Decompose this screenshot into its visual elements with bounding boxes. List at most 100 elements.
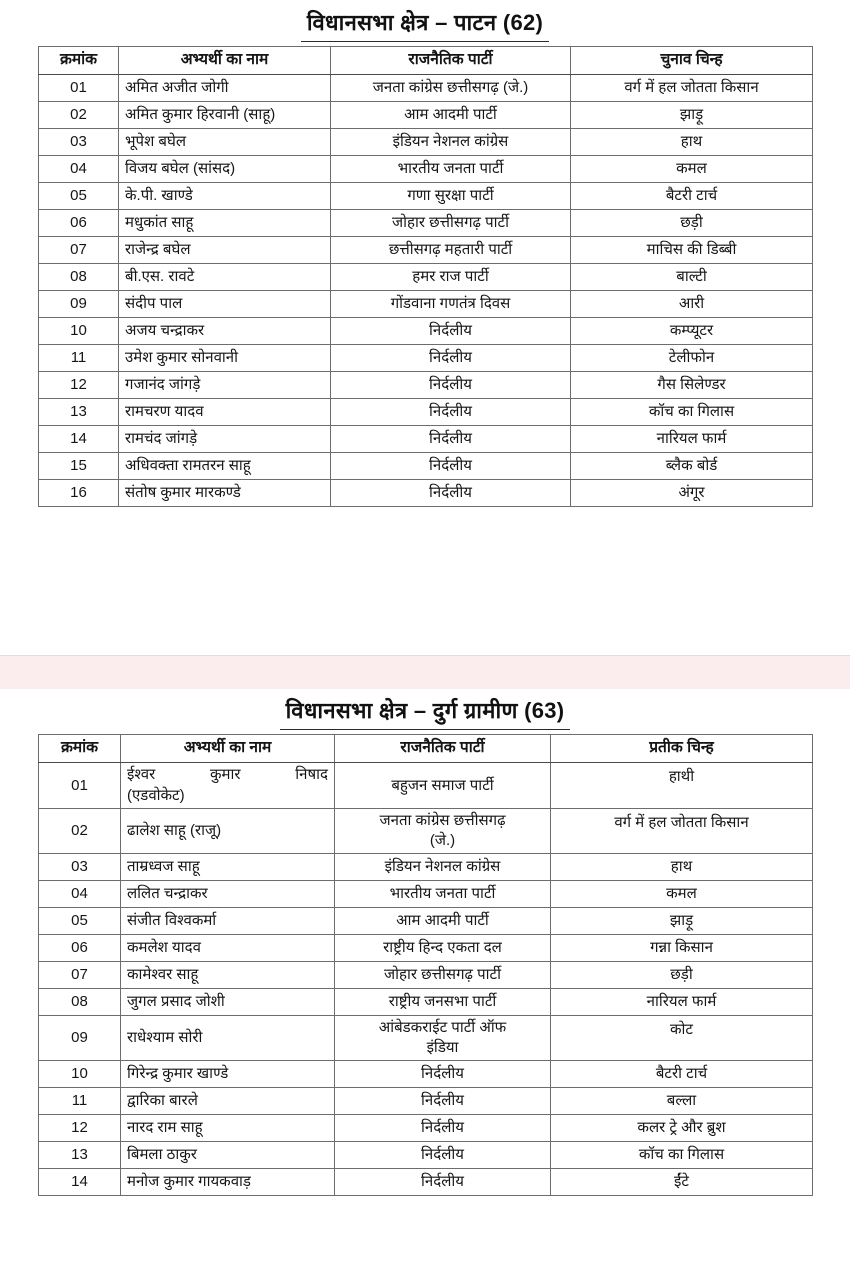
cell-election-symbol: बैटरी टार्च [570,182,813,211]
cell-candidate-name: रामचरण यादव [118,398,331,427]
table-row: 06 कमलेश यादव राष्ट्रीय हिन्द एकता दल गन्ना… [38,933,813,962]
table-row: 03 भूपेश बघेल इंडियन नेशनल कांग्रेस हाथ [38,128,813,157]
cell-candidate-name: राजेन्द्र बघेल [118,236,331,265]
candidate-name-line2: (एडवोकेट) [127,786,185,804]
cell-political-party: निर्दलीय [330,317,571,346]
cell-candidate-name: विजय बघेल (सांसद) [118,155,331,184]
cell-election-symbol: माचिस की डिब्बी [570,236,813,265]
cell-election-symbol: गन्ना किसान [550,933,813,962]
cell-political-party: निर्दलीय [330,452,571,481]
cell-election-symbol: कम्प्यूटर [570,317,813,346]
table-row: 05 संजीत विश्वकर्मा आम आदमी पार्टी झाड़ू [38,906,813,935]
table-row: 14 रामचंद जांगड़े निर्दलीय नारियल फार्म [38,425,813,454]
cell-sno: 15 [38,452,119,481]
cell-election-symbol: कमल [550,879,813,908]
table-row: 09 राधेश्याम सोरी आंबेडकराईट पार्टी ऑफ इंडि… [38,1014,813,1062]
column-header-symbol: प्रतीक चिन्ह [550,733,813,764]
column-header-party: राजनैतिक पार्टी [334,733,551,764]
cell-sno: 03 [38,852,121,881]
cell-candidate-name: मधुकांत साहू [118,209,331,238]
cell-sno: 14 [38,425,119,454]
cell-sno: 05 [38,906,121,935]
cell-election-symbol: गैस सिलेण्डर [570,371,813,400]
section-title-text: विधानसभा क्षेत्र – दुर्ग ग्रामीण (63) [279,696,571,730]
party-line1: जनता कांग्रेस छत्तीसगढ़ [379,811,506,829]
cell-election-symbol: हाथ [570,128,813,157]
cell-candidate-name: ईश्वर कुमार निषाद (एडवोकेट) [120,762,335,809]
cell-candidate-name: गिरेन्द्र कुमार खाण्डे [120,1060,335,1089]
cell-sno: 11 [38,344,119,373]
cell-election-symbol: झाड़ू [550,906,813,935]
table-row: 15 अधिवक्ता रामतरन साहू निर्दलीय ब्लैक बोर्… [38,452,813,481]
cell-sno: 02 [38,807,121,854]
cell-election-symbol: आरी [570,290,813,319]
table-row: 12 नारद राम साहू निर्दलीय कलर ट्रे और ब्रुश [38,1114,813,1143]
cell-sno: 14 [38,1168,121,1197]
table-row: 11 द्वारिका बारले निर्दलीय बल्ला [38,1087,813,1116]
table-row: 14 मनोज कुमार गायकवाड़ निर्दलीय ईंटे [38,1168,813,1197]
cell-candidate-name: राधेश्याम सोरी [120,1014,335,1062]
table-row: 13 बिमला ठाकुर निर्दलीय कॉच का गिलास [38,1141,813,1170]
cell-political-party: निर्दलीय [330,425,571,454]
table-row: 01 ईश्वर कुमार निषाद (एडवोकेट) बहुजन समाज प… [38,762,813,809]
cell-political-party: भारतीय जनता पार्टी [330,155,571,184]
table-header-row: क्रमांक अभ्यर्थी का नाम राजनैतिक पार्टी … [38,45,813,76]
cell-sno: 06 [38,933,121,962]
section-divider-band [0,655,850,689]
table-row: 03 ताम्रध्वज साहू इंडियन नेशनल कांग्रेस हाथ [38,852,813,881]
cell-election-symbol: कॉच का गिलास [570,398,813,427]
cell-political-party: जनता कांग्रेस छत्तीसगढ़ (जे.) [334,807,551,854]
cell-political-party: छत्तीसगढ़ महतारी पार्टी [330,236,571,265]
cell-political-party: जोहार छत्तीसगढ़ पार्टी [330,209,571,238]
cell-political-party: आम आदमी पार्टी [330,101,571,130]
constituency-section-patan: विधानसभा क्षेत्र – पाटन (62) क्रमांक अभ्… [0,0,850,508]
cell-candidate-name: संजीत विश्वकर्मा [120,906,335,935]
cell-election-symbol: कमल [570,155,813,184]
cell-sno: 08 [38,263,119,292]
cell-election-symbol: नारियल फार्म [550,987,813,1016]
cell-election-symbol: कॉच का गिलास [550,1141,813,1170]
table-row: 04 विजय बघेल (सांसद) भारतीय जनता पार्टी कमल [38,155,813,184]
candidate-name-line1: ईश्वर कुमार निषाद [127,766,328,784]
cell-political-party: इंडियन नेशनल कांग्रेस [330,128,571,157]
cell-election-symbol: बाल्टी [570,263,813,292]
cell-candidate-name: ताम्रध्वज साहू [120,852,335,881]
cell-candidate-name: कामेश्वर साहू [120,960,335,989]
table-row: 02 अमित कुमार हिरवानी (साहू) आम आदमी पार्ट… [38,101,813,130]
cell-election-symbol: वर्ग में हल जोतता किसान [570,74,813,103]
column-header-party: राजनैतिक पार्टी [330,45,571,76]
cell-election-symbol: हाथ [550,852,813,881]
cell-sno: 12 [38,1114,121,1143]
cell-candidate-name: गजानंद जांगड़े [118,371,331,400]
section-title-patan: विधानसभा क्षेत्र – पाटन (62) [0,0,850,46]
cell-political-party: निर्दलीय [334,1141,551,1170]
column-header-name: अभ्यर्थी का नाम [120,733,335,764]
section-title-durg-gramin: विधानसभा क्षेत्र – दुर्ग ग्रामीण (63) [0,688,850,734]
cell-candidate-name: संतोष कुमार मारकण्डे [118,479,331,508]
table-row: 11 उमेश कुमार सोनवानी निर्दलीय टेलीफोन [38,344,813,373]
table-header-row: क्रमांक अभ्यर्थी का नाम राजनैतिक पार्टी … [38,733,813,764]
table-row: 08 जुगल प्रसाद जोशी राष्ट्रीय जनसभा पार्टी… [38,987,813,1016]
table-row: 10 अजय चन्द्राकर निर्दलीय कम्प्यूटर [38,317,813,346]
table-wrapper-durg-gramin: क्रमांक अभ्यर्थी का नाम राजनैतिक पार्टी … [0,733,850,1197]
cell-candidate-name: बिमला ठाकुर [120,1141,335,1170]
constituency-section-durg-gramin: विधानसभा क्षेत्र – दुर्ग ग्रामीण (63) क्… [0,688,850,1197]
table-row: 07 कामेश्वर साहू जोहार छत्तीसगढ़ पार्टी छड़… [38,960,813,989]
column-header-symbol: चुनाव चिन्ह [570,45,813,76]
candidate-table-durg-gramin: क्रमांक अभ्यर्थी का नाम राजनैतिक पार्टी … [38,733,813,1197]
table-row: 12 गजानंद जांगड़े निर्दलीय गैस सिलेण्डर [38,371,813,400]
cell-sno: 10 [38,1060,121,1089]
cell-political-party: जनता कांग्रेस छत्तीसगढ़ (जे.) [330,74,571,103]
cell-sno: 09 [38,290,119,319]
cell-election-symbol: हाथी [550,762,813,809]
cell-election-symbol: अंगूर [570,479,813,508]
cell-sno: 07 [38,236,119,265]
cell-sno: 13 [38,1141,121,1170]
party-line2: (जे.) [429,831,456,849]
cell-candidate-name: अधिवक्ता रामतरन साहू [118,452,331,481]
column-header-sno: क्रमांक [38,733,121,764]
candidate-table-patan: क्रमांक अभ्यर्थी का नाम राजनैतिक पार्टी … [38,45,813,508]
cell-candidate-name: के.पी. खाण्डे [118,182,331,211]
column-header-sno: क्रमांक [38,45,119,76]
